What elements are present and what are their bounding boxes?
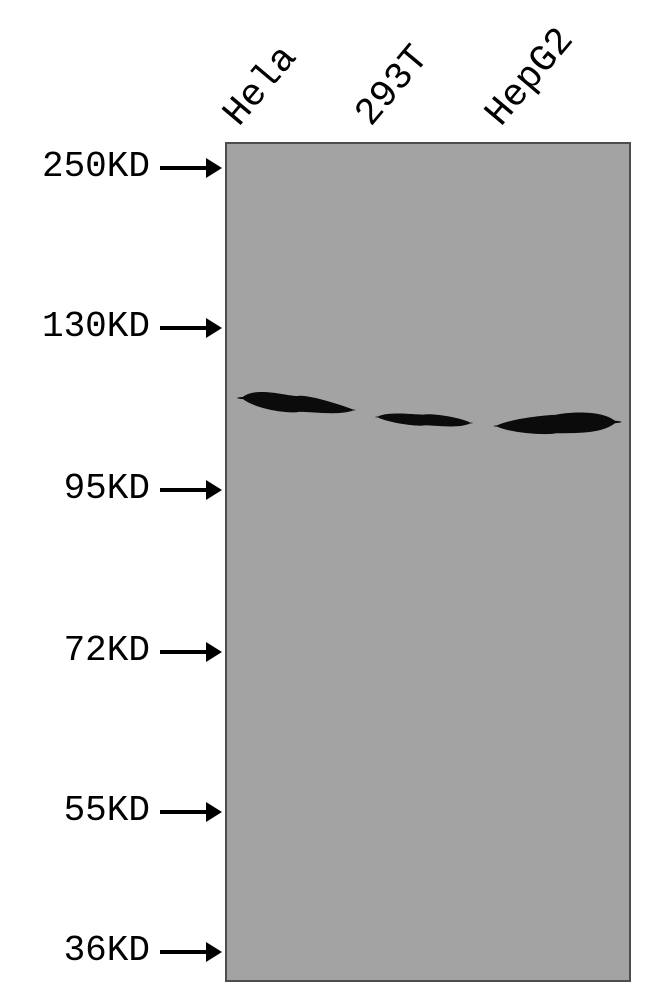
band-0 [237, 392, 356, 413]
band-1 [375, 414, 473, 427]
band-2 [493, 412, 621, 434]
bands-layer [0, 0, 650, 997]
